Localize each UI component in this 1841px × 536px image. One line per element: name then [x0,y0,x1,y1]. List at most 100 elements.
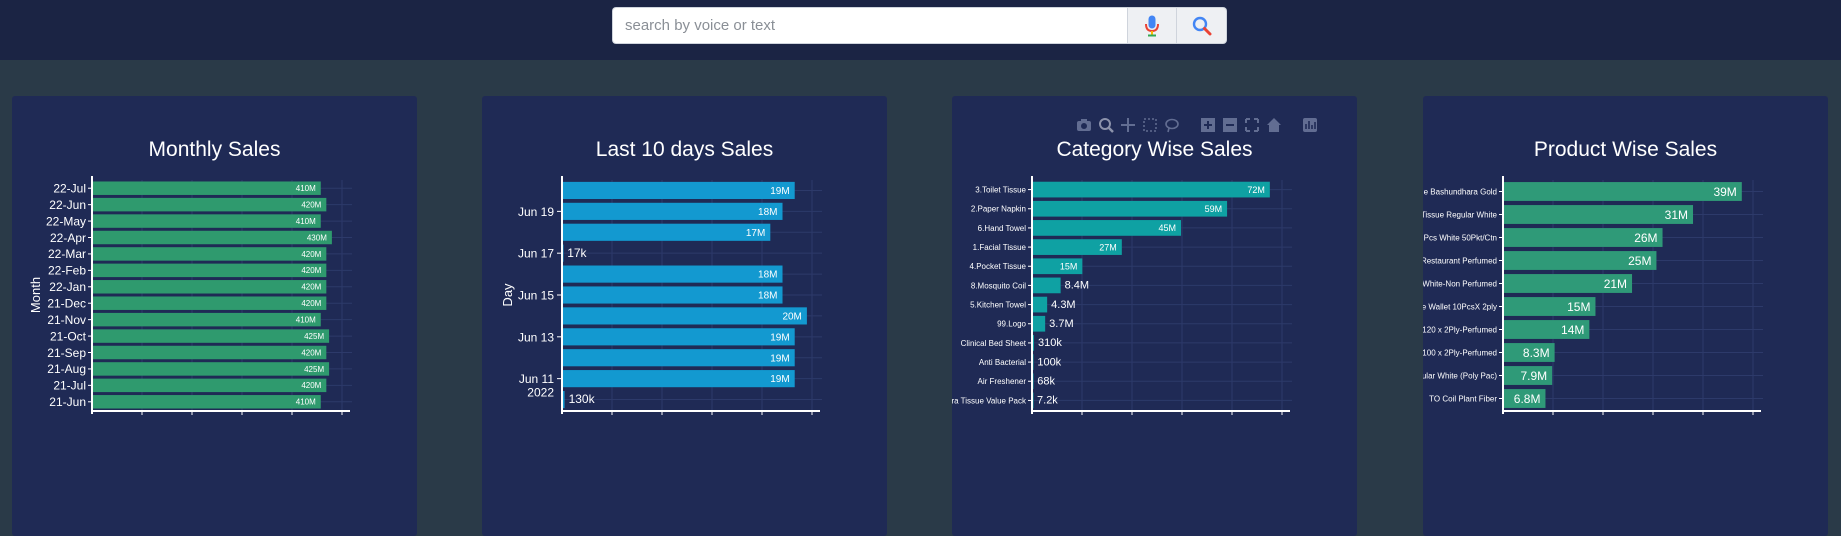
chart-title: Category Wise Sales [1056,138,1253,161]
zoom-in-icon[interactable] [1200,117,1216,133]
bar [1504,366,1553,385]
bar [1504,389,1546,408]
category-label: 21-Jun [49,395,86,409]
monthly-sales-card: Monthly Sales 410M 420M 410M 430M 420M 420M 42… [12,96,417,536]
bar [1504,274,1633,293]
data-label: 4.3M [1051,299,1075,311]
category-label: 2.Paper Napkin [971,205,1026,214]
bar [1033,315,1046,332]
category-label: 21-Oct [50,329,87,343]
product-sales-card: Product Wise Sales 39M 31M 26M 25M 21M 15M 14M… [1423,96,1828,536]
monthly-sales-chart[interactable]: 410M 420M 410M 430M 420M 420M 420M 420M 410M 425M… [12,96,417,536]
category-label: 21-Sep [47,346,86,360]
category-label: e Bashundhara Gold [1424,187,1497,196]
bar [93,378,327,393]
category-label: 21-Nov [47,313,86,327]
chart-title: Monthly Sales [148,138,281,161]
category-label: Restaurant Perfumed [1423,256,1497,265]
data-label: 14M [1561,323,1584,337]
last-10-days-card: Last 10 days Sales 19M 18M 17M 17k 18M 18M 20M… [482,96,887,536]
last-10-days-chart[interactable]: 19M 18M 17M 17k 18M 18M 20M 19M 19M 19M 130k Jun 19… [482,96,887,536]
data-label: 3.7M [1049,318,1073,330]
voice-search-button[interactable] [1127,7,1177,44]
category-label: Jun 11 [519,372,554,386]
category-label: 22-Mar [48,247,86,261]
data-label: 18M [758,207,777,218]
category-label: Jun 19 [518,205,554,219]
bar [563,244,564,262]
category-label: ular White (Poly Pac) [1423,371,1497,380]
bar [1033,392,1034,409]
search-bar [612,7,1227,44]
bar [1504,228,1663,247]
category-sales-chart[interactable]: 72M 59M 45M 27M 15M 8.4M 4.3M 3.7M 310k 100k 68k 7.… [952,96,1357,536]
zoom-out-icon[interactable] [1222,117,1238,133]
search-input[interactable] [612,7,1127,44]
bar [93,197,327,212]
data-label: 410M [296,398,316,407]
data-label: 8.3M [1523,346,1550,360]
bar [93,345,327,360]
data-label: 72M [1247,185,1265,195]
category-label: 22-Feb [48,264,86,278]
data-label: 6.8M [1514,392,1541,406]
bar [93,362,330,376]
category-label: 100 x 2Ply-Perfumed [1423,348,1497,357]
box-select-icon[interactable] [1142,117,1158,133]
data-label: 430M [307,233,327,242]
bar [1504,182,1742,201]
bar [93,181,321,195]
category-label: 22-May [46,214,86,228]
category-label: White-Non Perfumed [1423,279,1497,288]
data-label: 19M [770,374,789,385]
data-label: 17k [567,246,587,260]
chart-modebar [1076,117,1318,137]
data-label: 19M [770,353,789,364]
lasso-select-icon[interactable] [1164,117,1180,133]
category-label: 4.Pocket Tissue [970,262,1027,271]
data-label: 7.2k [1037,395,1058,407]
data-label: 26M [1634,231,1657,245]
bar [93,263,327,278]
search-button[interactable] [1177,7,1227,44]
data-label: 25M [1628,254,1651,268]
data-label: 19M [770,186,789,197]
bar [93,312,321,327]
microphone-icon [1145,15,1159,36]
bar [563,349,795,367]
bar [1033,277,1061,294]
category-label: Jun 15 [518,289,554,303]
bar [1504,320,1590,339]
bar [563,370,795,388]
bar [93,329,330,343]
data-label: 420M [301,201,321,210]
category-label: 21-Dec [47,297,86,311]
category-label: 2022 [527,386,554,400]
bar [563,307,807,325]
category-label: 1.Facial Tissue [973,243,1027,252]
bar [1033,296,1048,313]
data-label: 18M [758,291,777,302]
bar [563,181,795,200]
home-icon[interactable] [1266,117,1282,133]
bar [1033,354,1034,370]
category-label: Jun 13 [518,330,554,344]
data-label: 420M [301,299,321,308]
bar [563,328,795,346]
category-label: 99.Logo [997,320,1026,329]
data-label: 8.4M [1065,280,1089,292]
bar [93,247,327,261]
data-label: 15M [1567,300,1590,314]
magnifier-icon [1192,16,1211,35]
pan-icon[interactable] [1120,117,1136,133]
bar [1504,297,1596,316]
plotly-logo-icon[interactable] [1302,117,1318,133]
data-label: 420M [301,381,321,390]
category-label: ra Tissue Value Pack [952,396,1027,405]
camera-icon[interactable] [1076,117,1092,133]
autoscale-icon[interactable] [1244,117,1260,133]
data-label: 68k [1037,375,1055,387]
bar [1033,200,1228,217]
zoom-icon[interactable] [1098,117,1114,133]
